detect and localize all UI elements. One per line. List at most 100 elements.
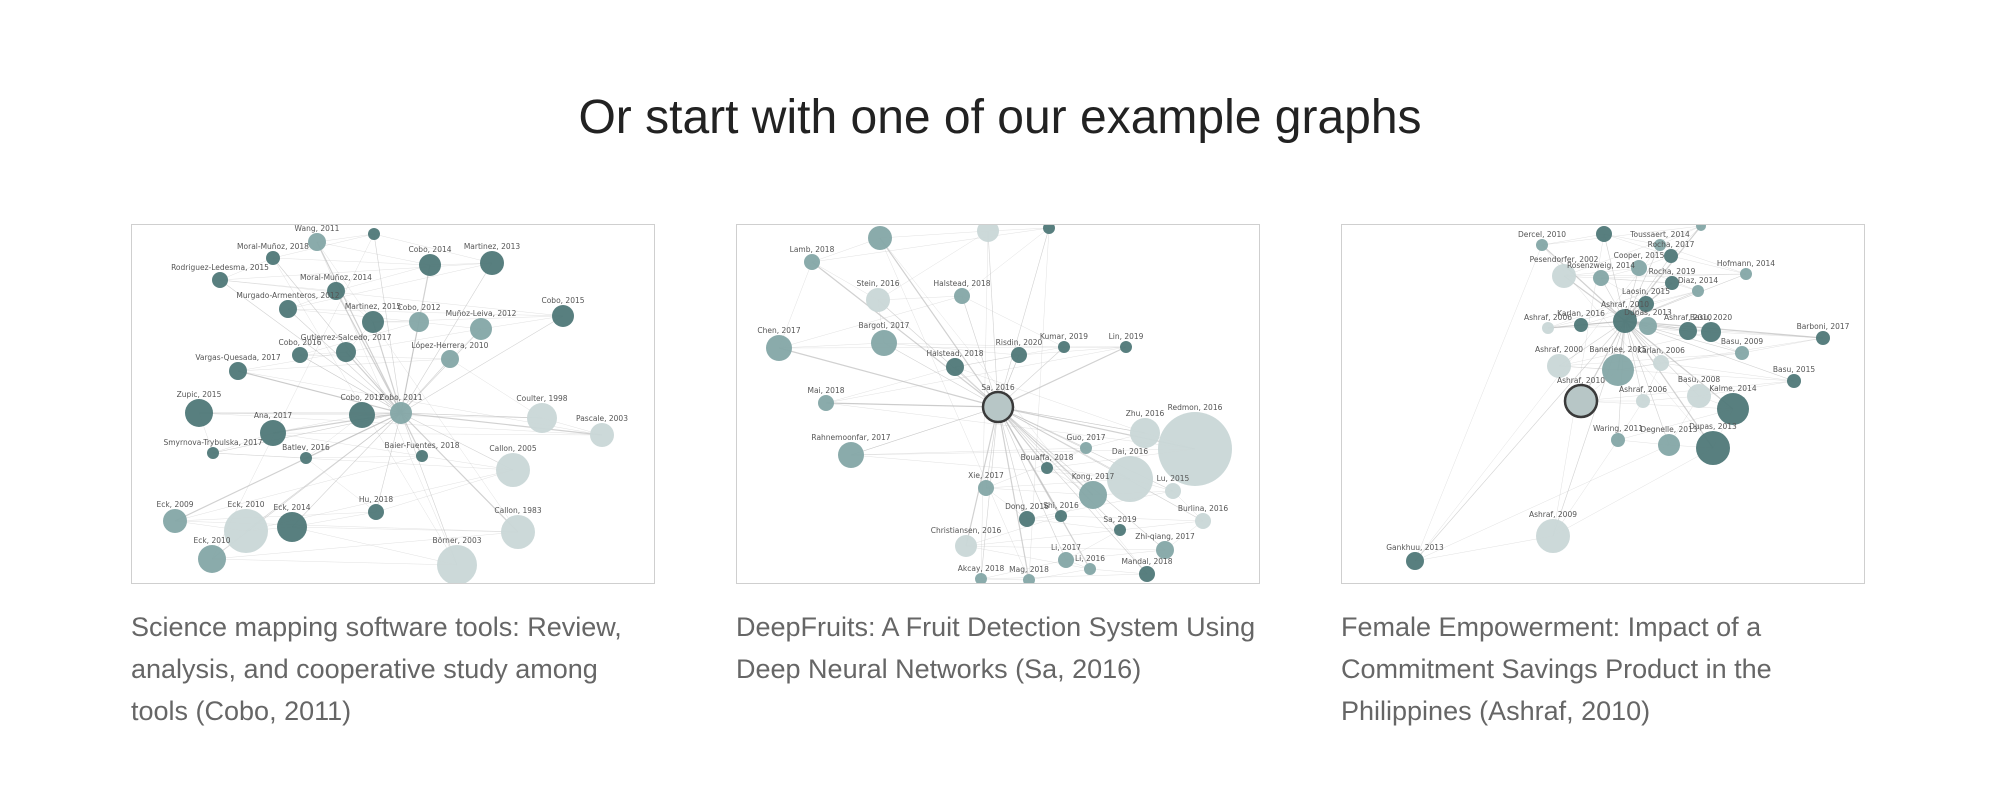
graph-node <box>977 225 999 242</box>
graph-node-circle <box>480 251 504 275</box>
graph-edge <box>375 469 514 513</box>
graph-node-label: Ashraf, 2010 <box>1601 300 1649 309</box>
graph-edge <box>174 412 402 522</box>
graph-node-circle <box>552 305 574 327</box>
graph-edge <box>400 412 519 533</box>
graph-node-circle <box>1701 322 1721 342</box>
graph-node-label: Smyrnova-Trybulska, 2017 <box>163 438 262 447</box>
graph-edge <box>1065 529 1121 561</box>
example-graph-card-cobo[interactable]: Wang, 2011 Moral-Muñoz, 2018 Cobo, 2014 Mar… <box>131 224 655 732</box>
graph-node: Mai, 2018 <box>807 386 845 411</box>
graph-edge <box>1624 255 1672 322</box>
graph-node-label: Karlan, 2006 <box>1637 346 1685 355</box>
graph-edge <box>1624 273 1747 322</box>
graph-node-circle <box>527 403 557 433</box>
graph-node-circle <box>1696 431 1730 465</box>
graph-node: Waring, 2011 <box>1593 424 1643 447</box>
graph-node: Kumar, 2019 <box>1040 332 1088 353</box>
graph-node-label: Rocha, 2019 <box>1649 267 1696 276</box>
graph-node-circle <box>1692 285 1704 297</box>
graph-thumbnail[interactable]: Wang, 2011 Moral-Muñoz, 2018 Cobo, 2014 Mar… <box>131 224 655 584</box>
graph-edge <box>778 347 999 408</box>
graph-edge <box>980 578 1030 581</box>
graph-thumbnail[interactable]: Lamb, 2018 Stein, 2016 Halstead, 2018 Chen,… <box>736 224 1260 584</box>
graph-edge <box>965 515 1062 547</box>
graph-node-circle <box>1593 270 1609 286</box>
example-graph-card-female-empowerment[interactable]: Dercel, 2010 Toussaert, 2014 Rocha, 2017 Ho… <box>1341 224 1865 732</box>
graph-node-label: Guo, 2017 <box>1066 433 1105 442</box>
graph-node-label: Lu, 2015 <box>1157 474 1190 483</box>
graph-node-circle <box>1687 384 1711 408</box>
graph-node-circle <box>496 453 530 487</box>
graph-edge <box>1624 290 1699 322</box>
graph-node-circle <box>212 272 228 288</box>
graph-node-circle <box>975 573 987 583</box>
graph-edge <box>272 257 431 266</box>
graph-edge <box>1026 518 1121 531</box>
graph-node-circle <box>1602 354 1634 386</box>
graph-node-label: Zhu, 2016 <box>1126 409 1165 418</box>
graph-edge <box>375 412 402 513</box>
graph-edge <box>291 526 519 533</box>
graph-edge <box>825 346 1127 404</box>
example-graph-card-deepfruits[interactable]: Lamb, 2018 Stein, 2016 Halstead, 2018 Chen,… <box>736 224 1260 690</box>
graph-node-circle <box>1563 383 1599 419</box>
graph-node-circle <box>266 251 280 265</box>
graph-node-label: Moral-Muñoz, 2014 <box>300 273 372 282</box>
graph-node-circle <box>1019 511 1035 527</box>
graph-node-label: Coulter, 1998 <box>516 394 567 403</box>
graph-edge <box>335 290 402 414</box>
graph-node: Banerjee, 2015 <box>1589 345 1647 386</box>
graph-node-center: Sa, 2016 <box>981 383 1015 424</box>
graph-edge <box>1624 225 1702 322</box>
graph-node-circle <box>1658 434 1680 456</box>
graph-node-label: Bouaffa, 2018 <box>1021 453 1074 462</box>
graph-node-circle <box>419 254 441 276</box>
graph-node-circle <box>277 512 307 542</box>
graph-node-label: Risdin, 2020 <box>996 338 1043 347</box>
graph-edge <box>219 279 337 292</box>
graph-node-label: Dupas, 2013 <box>1689 422 1737 431</box>
card-caption[interactable]: DeepFruits: A Fruit Detection System Usi… <box>736 612 1256 684</box>
graph-node-circle <box>1611 433 1625 447</box>
graph-node: Hofmann, 2014 <box>1717 259 1775 280</box>
graph-node-circle <box>308 233 326 251</box>
graph-edge <box>1624 320 1824 339</box>
graph-thumbnail[interactable]: Dercel, 2010 Toussaert, 2014 Rocha, 2017 Ho… <box>1341 224 1865 584</box>
graph-node-circle <box>1639 317 1657 335</box>
graph-node-circle <box>1536 519 1570 553</box>
graph-edge <box>237 370 402 414</box>
graph-node-label: Chen, 2017 <box>757 326 800 335</box>
graph-node-circle <box>224 509 268 553</box>
graph-node: Ashraf, 2006 <box>1524 313 1572 334</box>
graph-edge <box>449 358 543 419</box>
graph-node-label: Kumar, 2019 <box>1040 332 1088 341</box>
graph-edge <box>1563 275 1673 284</box>
graph-node-label: Halstead, 2018 <box>927 349 984 358</box>
graph-node-circle <box>1079 481 1107 509</box>
graph-edge <box>879 230 989 239</box>
graph-node: Moral-Muñoz, 2018 <box>237 242 309 265</box>
graph-edge <box>1563 225 1702 277</box>
graph-edge <box>965 529 1121 547</box>
card-caption[interactable]: Science mapping software tools: Review, … <box>131 612 622 726</box>
graph-node-circle <box>1574 318 1588 332</box>
graph-node-label: Sa, 2019 <box>1103 515 1136 524</box>
graph-edge <box>1414 444 1670 562</box>
graph-node-circle <box>292 347 308 363</box>
graph-edge <box>1670 225 1702 257</box>
graph-node-label: Callon, 2005 <box>489 444 536 453</box>
graph-node: Cobo, 2014 <box>408 245 452 276</box>
graph-node: Rocha, 2019 <box>1649 267 1696 290</box>
graph-node: Eck, 2009 <box>156 500 194 533</box>
graph-node: Halstead, 2018 <box>934 279 991 304</box>
graph-node-circle <box>416 450 428 462</box>
graph-node-label: Bargoti, 2017 <box>859 321 910 330</box>
graph-node-label: Baier-Fuentes, 2018 <box>384 441 459 450</box>
graph-edge <box>1547 303 1647 329</box>
graph-node: Xie, 2017 <box>968 471 1004 496</box>
graph-node-circle <box>818 395 834 411</box>
graph-node-label: Ashraf, 2006 <box>1619 385 1667 394</box>
card-caption[interactable]: Female Empowerment: Impact of a Commitme… <box>1341 612 1772 726</box>
graph-node: Zupic, 2015 <box>177 390 222 427</box>
